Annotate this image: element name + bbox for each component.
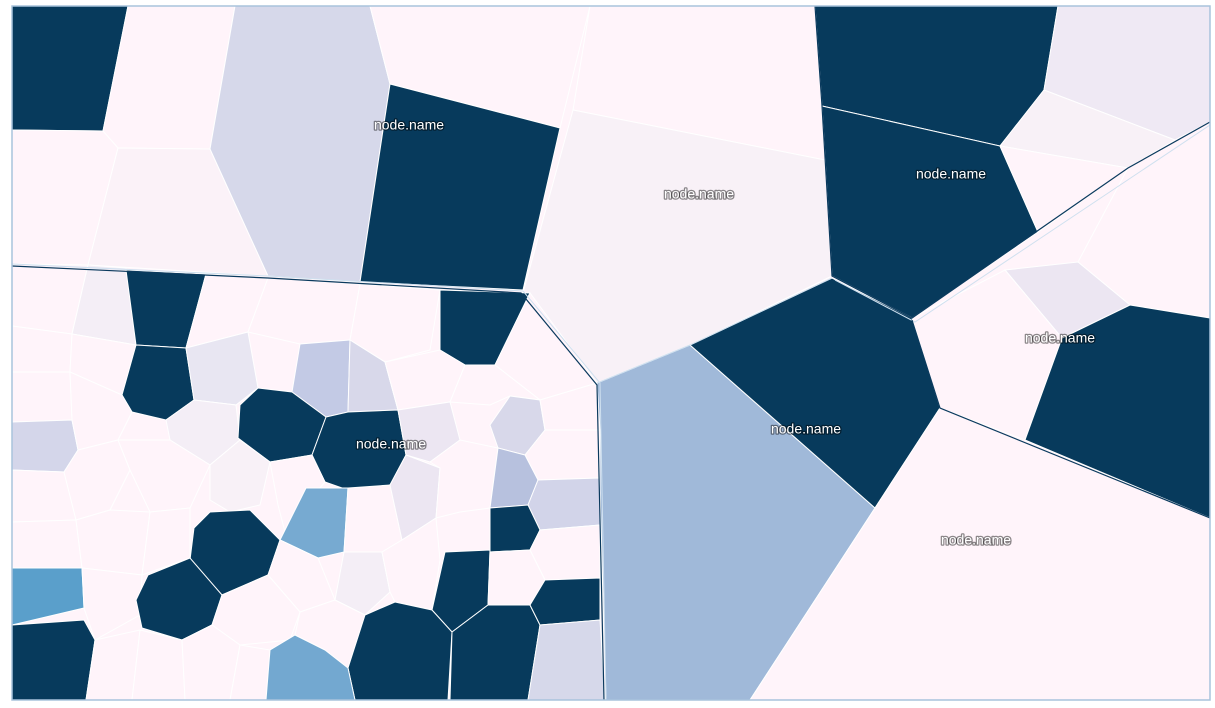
voronoi-cell[interactable] bbox=[527, 477, 601, 531]
voronoi-cell[interactable] bbox=[359, 83, 561, 291]
group-bottom-left bbox=[11, 263, 606, 701]
voronoi-cell[interactable] bbox=[11, 519, 83, 569]
group-outline bbox=[11, 263, 607, 701]
voronoi-cell[interactable] bbox=[334, 551, 391, 616]
cell-label: node.name bbox=[664, 186, 734, 202]
voronoi-cell[interactable] bbox=[11, 419, 79, 473]
group-outline bbox=[911, 319, 1211, 519]
chart-frame bbox=[11, 5, 1211, 701]
voronoi-cell[interactable] bbox=[11, 325, 73, 373]
group-outline bbox=[11, 265, 605, 701]
voronoi-cell[interactable] bbox=[185, 331, 259, 406]
voronoi-cell[interactable] bbox=[527, 619, 606, 701]
voronoi-cell[interactable] bbox=[247, 277, 361, 345]
voronoi-cell[interactable] bbox=[999, 145, 1130, 233]
group-outline bbox=[834, 124, 1211, 323]
group-right-middle bbox=[911, 121, 1211, 519]
voronoi-cell[interactable] bbox=[381, 517, 441, 611]
voronoi-cell[interactable] bbox=[131, 629, 186, 701]
voronoi-cell[interactable] bbox=[1024, 304, 1211, 519]
voronoi-cell[interactable] bbox=[209, 439, 271, 513]
cell-label: node.name bbox=[916, 166, 986, 182]
voronoi-cell[interactable] bbox=[11, 371, 73, 423]
voronoi-cell[interactable] bbox=[349, 283, 441, 363]
group-center-bottom bbox=[596, 277, 1211, 701]
voronoi-cell[interactable] bbox=[279, 487, 349, 559]
cell-label: node.name bbox=[1025, 330, 1095, 346]
voronoi-cell[interactable] bbox=[429, 439, 499, 519]
group-outline bbox=[814, 5, 1211, 319]
voronoi-cell[interactable] bbox=[81, 567, 143, 641]
voronoi-cell[interactable] bbox=[11, 619, 96, 701]
cell-label: node.name bbox=[356, 436, 426, 452]
cell-label: node.name bbox=[771, 421, 841, 437]
voronoi-cell[interactable] bbox=[911, 269, 1063, 441]
cell-label: node.name bbox=[941, 532, 1011, 548]
group-top-left bbox=[11, 5, 591, 291]
group-top-right bbox=[814, 5, 1211, 319]
group-outline bbox=[596, 277, 833, 384]
voronoi-cell[interactable] bbox=[529, 577, 601, 626]
voronoi-cell[interactable] bbox=[75, 509, 151, 576]
cell-label: node.name bbox=[374, 117, 444, 133]
